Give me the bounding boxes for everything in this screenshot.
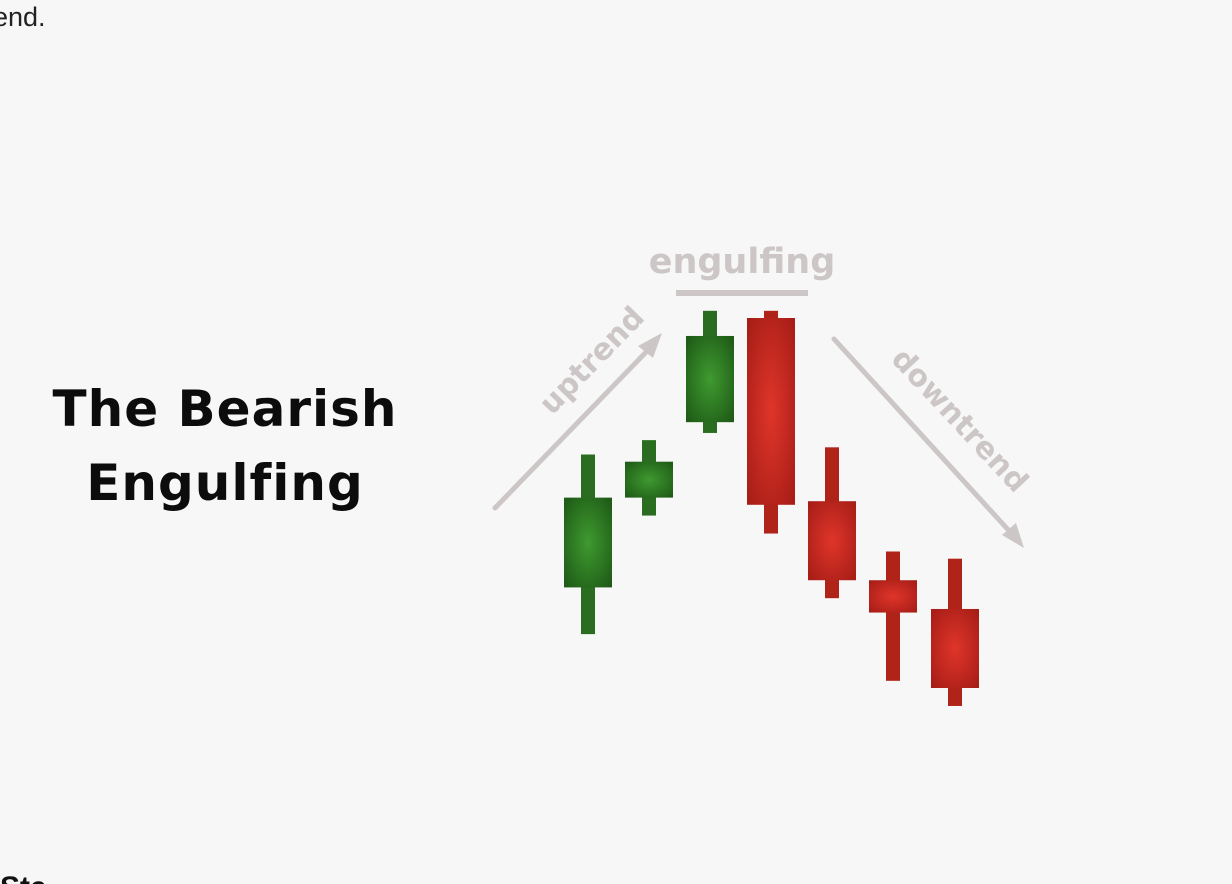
candle-1-body — [564, 497, 612, 588]
engulfing-label: engulfing — [649, 242, 836, 282]
candle-4-body — [747, 318, 795, 505]
candle-2 — [625, 440, 673, 516]
candles-group — [564, 310, 979, 706]
figure-title-line-2: Engulfing — [86, 454, 364, 512]
candle-7-body — [931, 608, 979, 688]
downtrend-arrow — [831, 336, 1024, 548]
uptrend-arrow — [492, 333, 662, 511]
candle-5-body — [808, 501, 856, 581]
candle-7 — [931, 558, 979, 706]
candle-2-body — [625, 461, 673, 498]
figure-title: The Bearish Engulfing — [30, 372, 420, 520]
figure-title-line-1: The Bearish — [52, 380, 398, 438]
candle-1 — [564, 454, 612, 635]
bottom-partial-heading: Ste — [0, 868, 47, 884]
candle-3 — [686, 310, 734, 433]
candle-6 — [869, 551, 917, 681]
uptrend-label: uptrend — [533, 300, 652, 422]
candle-6-wick — [886, 551, 900, 681]
candle-3-body — [686, 335, 734, 423]
intro-text-fragment: rend. — [0, 2, 46, 32]
candle-5 — [808, 447, 856, 599]
engulfing-bracket — [676, 290, 808, 296]
candle-4 — [747, 310, 795, 534]
candle-6-body — [869, 580, 917, 613]
